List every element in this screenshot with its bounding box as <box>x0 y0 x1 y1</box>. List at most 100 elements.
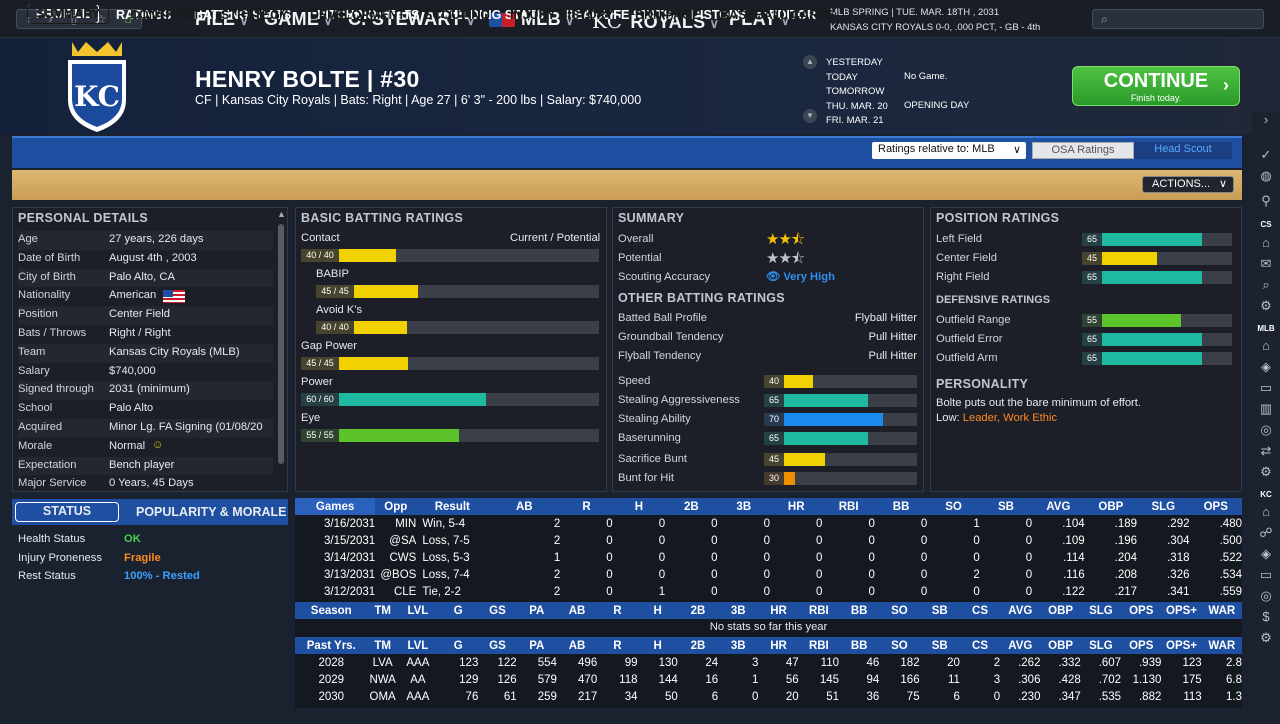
column-header[interactable]: SLG <box>1089 604 1113 617</box>
column-header[interactable]: H <box>653 604 662 617</box>
column-header[interactable]: SLG <box>1089 639 1113 652</box>
chart-icon[interactable]: ▥ <box>1259 401 1273 416</box>
table-row[interactable]: 2029 NWA AA 129 126 579 470 118 144 16 1 56 145 94 166… <box>295 671 1242 688</box>
column-header[interactable]: CS <box>972 604 989 617</box>
tab-development[interactable]: DEVELOPMENT <box>310 8 406 22</box>
column-header[interactable]: R <box>582 500 591 513</box>
search-input[interactable]: ⌕ <box>1092 9 1264 29</box>
column-header[interactable]: OPS+ <box>1166 639 1198 652</box>
diamond-icon[interactable]: ◈ <box>1261 546 1271 561</box>
column-header[interactable]: TM <box>374 639 391 652</box>
column-header[interactable]: RBI <box>838 500 859 513</box>
tab-strategy[interactable]: STRATEGY <box>221 8 289 22</box>
table-row[interactable]: 3/12/2031 CLE Tie, 2-2 2 0 1 0 0 0 0 0 0 0 .122 .217 .3… <box>295 584 1242 601</box>
column-header[interactable]: LVL <box>407 604 429 617</box>
tab-real-life-stats[interactable]: REAL LIFE STATS <box>565 8 672 22</box>
head-scout-toggle[interactable]: Head Scout <box>1134 142 1232 159</box>
column-header[interactable]: SO <box>945 500 962 513</box>
column-header[interactable]: AVG <box>1008 604 1033 617</box>
column-header[interactable]: CS <box>972 639 989 652</box>
column-header[interactable]: HR <box>770 604 787 617</box>
column-header[interactable]: RBI <box>808 639 829 652</box>
menu-league[interactable]: MLB ∨ <box>489 9 575 30</box>
menu-game[interactable]: GAME ∨ <box>264 9 334 29</box>
column-header[interactable]: 2B <box>683 500 699 513</box>
column-header[interactable]: Games <box>295 498 376 515</box>
home-icon[interactable]: ⌂ <box>1262 504 1270 519</box>
diamond-icon[interactable]: ◈ <box>1261 359 1271 374</box>
column-header[interactable]: PA <box>529 639 545 652</box>
back-icon[interactable]: ‹ <box>26 12 31 26</box>
column-header[interactable]: G <box>453 639 463 652</box>
column-header[interactable]: WAR <box>1208 604 1236 617</box>
tab-status[interactable]: STATUS <box>15 502 119 522</box>
column-header[interactable]: GS <box>489 604 506 617</box>
column-header[interactable]: 3B <box>730 604 746 617</box>
scroll-up-icon[interactable]: ▲ <box>277 209 286 219</box>
column-header[interactable]: LVL <box>407 639 429 652</box>
tab-ratings[interactable]: RATINGS <box>116 8 172 22</box>
column-header[interactable]: 3B <box>736 500 752 513</box>
baseball-icon[interactable]: ◎ <box>1260 422 1272 437</box>
column-header[interactable]: OBP <box>1048 604 1074 617</box>
column-header[interactable]: H <box>653 639 662 652</box>
tab-fielding-stats[interactable]: FIELDING STATS <box>443 8 544 22</box>
forward-icon[interactable]: › <box>48 12 53 26</box>
pin-icon[interactable]: ⚲ <box>1261 193 1271 208</box>
tab-contract[interactable]: CONTRACT <box>130 8 201 22</box>
column-header[interactable]: SLG <box>1151 500 1176 513</box>
column-header[interactable]: SB <box>931 639 948 652</box>
tab-history[interactable]: HISTORY <box>691 8 746 22</box>
tab-bnn-page[interactable]: BNN PAGE <box>635 8 701 22</box>
tab-baseball-cards[interactable]: BASEBALL CARDS <box>720 8 836 22</box>
column-header[interactable]: RBI <box>808 604 829 617</box>
trade-icon[interactable]: ⇄ <box>1260 443 1272 458</box>
column-header[interactable]: OPS <box>1203 500 1228 513</box>
schedule-up-icon[interactable]: ▲ <box>803 55 817 69</box>
column-header[interactable]: WAR <box>1208 639 1236 652</box>
tab-batting-stats[interactable]: BATTING STATS <box>194 8 292 22</box>
card-icon[interactable]: ▭ <box>1259 567 1273 582</box>
column-header[interactable]: PA <box>529 604 545 617</box>
tab-injury-history[interactable]: INJURY HISTORY <box>510 8 614 22</box>
home-icon[interactable]: ⌂ <box>1262 338 1270 353</box>
table-row[interactable]: 3/13/2031 @BOS Loss, 7-4 2 0 0 0 0 0 0 0 2 0 .116 .208… <box>295 567 1242 584</box>
table-row[interactable]: 3/14/2031 CWS Loss, 5-3 1 0 0 0 0 0 0 0 0 0 .114 .204.… <box>295 549 1242 566</box>
column-header[interactable]: SO <box>891 604 908 617</box>
schedule-down-icon[interactable]: ▼ <box>803 109 817 123</box>
table-row[interactable]: 2030 OMA AAA 76 61 259 217 34 50 6 0 20 51 36 75 6 0 .230… <box>295 688 1242 705</box>
column-header[interactable]: 2B <box>690 604 706 617</box>
column-header[interactable]: OPS <box>1129 639 1154 652</box>
column-header[interactable]: Past Yrs. <box>306 639 356 652</box>
column-header[interactable]: AB <box>568 604 586 617</box>
column-header[interactable]: AVG <box>1008 639 1033 652</box>
menu-play[interactable]: PLAY ∨ <box>729 9 791 29</box>
column-header[interactable]: TM <box>374 604 391 617</box>
column-header[interactable]: BB <box>892 500 910 513</box>
column-header[interactable]: R <box>613 604 622 617</box>
column-header[interactable]: OPS <box>1129 604 1154 617</box>
osa-ratings-toggle[interactable]: OSA Ratings <box>1032 142 1134 159</box>
column-header[interactable]: Result <box>434 500 470 513</box>
column-header[interactable]: G <box>453 604 463 617</box>
tab-scouting[interactable]: SCOUTING <box>424 8 490 22</box>
bookmark-icon[interactable]: ▯ <box>70 12 78 26</box>
column-header[interactable]: AB <box>568 639 586 652</box>
mail-icon[interactable]: ✉ <box>1260 256 1272 271</box>
column-header[interactable]: BB <box>850 604 868 617</box>
column-header[interactable]: H <box>634 500 644 513</box>
table-row[interactable]: 3/15/2031 @SA Loss, 7-5 2 0 0 0 0 0 0 0 0 0 .109 .196.… <box>295 532 1242 549</box>
column-header[interactable]: AB <box>515 500 533 513</box>
column-header[interactable]: 2B <box>690 639 706 652</box>
collapse-icon[interactable]: › <box>1263 112 1269 127</box>
tab-pitching-stats[interactable]: PITCHING STATS <box>317 8 420 22</box>
column-header[interactable]: OBP <box>1098 500 1124 513</box>
column-header[interactable]: HR <box>787 500 805 513</box>
gear-icon[interactable]: ⚙ <box>1260 464 1272 479</box>
column-header[interactable]: OPS+ <box>1166 604 1198 617</box>
star-icon[interactable]: ☆ <box>95 12 107 26</box>
tab-editor[interactable]: EDITOR <box>769 8 816 22</box>
column-header[interactable]: HR <box>770 639 787 652</box>
column-header[interactable]: Opp <box>384 500 408 513</box>
home-icon[interactable]: ⌂ <box>1262 235 1270 250</box>
